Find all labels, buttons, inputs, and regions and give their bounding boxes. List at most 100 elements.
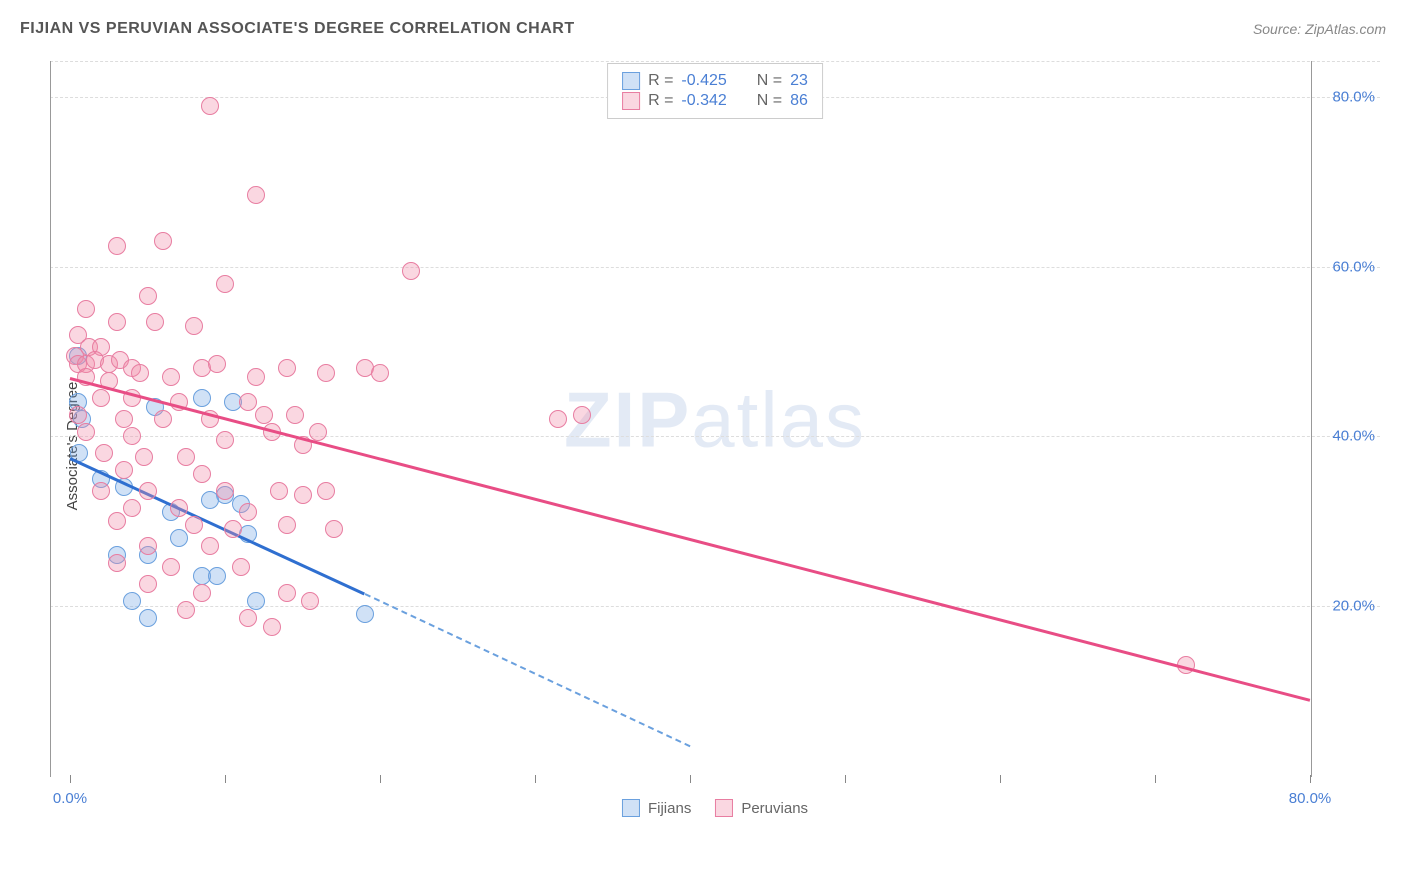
data-point-peruvians xyxy=(216,482,234,500)
chart-title: FIJIAN VS PERUVIAN ASSOCIATE'S DEGREE CO… xyxy=(20,20,575,38)
data-point-peruvians xyxy=(301,592,319,610)
legend-n-value: 86 xyxy=(790,92,808,110)
legend-swatch-fijians xyxy=(622,72,640,90)
data-point-peruvians xyxy=(108,512,126,530)
data-point-peruvians xyxy=(325,520,343,538)
data-point-peruvians xyxy=(92,482,110,500)
data-point-peruvians xyxy=(317,364,335,382)
trend-line xyxy=(70,377,1311,702)
data-point-peruvians xyxy=(123,427,141,445)
legend-n-prefix: N = xyxy=(757,92,782,110)
data-point-peruvians xyxy=(115,461,133,479)
data-point-fijians xyxy=(193,389,211,407)
x-tick xyxy=(1155,775,1156,783)
grid-line xyxy=(50,267,1380,268)
trend-line-extrapolated xyxy=(364,593,690,747)
chart-source: Source: ZipAtlas.com xyxy=(1253,21,1386,37)
data-point-peruvians xyxy=(108,237,126,255)
y-tick-label: 60.0% xyxy=(1332,258,1375,275)
legend-corr-row-fijians: R = -0.425N = 23 xyxy=(622,72,808,90)
data-point-fijians xyxy=(208,567,226,585)
data-point-peruvians xyxy=(95,444,113,462)
data-point-peruvians xyxy=(69,406,87,424)
data-point-peruvians xyxy=(286,406,304,424)
y-tick-label: 20.0% xyxy=(1332,597,1375,614)
x-tick xyxy=(845,775,846,783)
data-point-peruvians xyxy=(135,448,153,466)
source-name: ZipAtlas.com xyxy=(1305,21,1386,37)
data-point-fijians xyxy=(123,592,141,610)
legend-series-label: Fijians xyxy=(648,800,691,817)
data-point-fijians xyxy=(356,605,374,623)
data-point-peruvians xyxy=(216,275,234,293)
x-tick xyxy=(70,775,71,783)
legend-series: Fijians Peruvians xyxy=(622,799,808,817)
data-point-peruvians xyxy=(146,313,164,331)
data-point-peruvians xyxy=(216,431,234,449)
data-point-peruvians xyxy=(278,516,296,534)
data-point-peruvians xyxy=(139,287,157,305)
data-point-peruvians xyxy=(139,482,157,500)
y-tick-label: 80.0% xyxy=(1332,89,1375,106)
data-point-peruvians xyxy=(131,364,149,382)
source-prefix: Source: xyxy=(1253,21,1305,37)
legend-n-prefix: N = xyxy=(757,72,782,90)
data-point-peruvians xyxy=(77,423,95,441)
legend-r-value: -0.342 xyxy=(681,92,726,110)
legend-r-prefix: R = xyxy=(648,72,673,90)
data-point-peruvians xyxy=(154,410,172,428)
data-point-peruvians xyxy=(139,537,157,555)
chart-area: ZIPatlas 20.0%40.0%60.0%80.0%0.0%80.0% R… xyxy=(50,55,1380,815)
data-point-peruvians xyxy=(193,465,211,483)
data-point-peruvians xyxy=(170,499,188,517)
data-point-peruvians xyxy=(294,486,312,504)
data-point-peruvians xyxy=(108,554,126,572)
data-point-peruvians xyxy=(193,584,211,602)
x-tick xyxy=(535,775,536,783)
data-point-peruvians xyxy=(208,355,226,373)
data-point-peruvians xyxy=(232,558,250,576)
data-point-peruvians xyxy=(177,601,195,619)
data-point-peruvians xyxy=(185,516,203,534)
data-point-peruvians xyxy=(247,186,265,204)
data-point-peruvians xyxy=(270,482,288,500)
data-point-peruvians xyxy=(255,406,273,424)
x-tick xyxy=(1000,775,1001,783)
data-point-peruvians xyxy=(201,97,219,115)
data-point-peruvians xyxy=(549,410,567,428)
data-point-peruvians xyxy=(108,313,126,331)
x-tick xyxy=(380,775,381,783)
legend-corr-row-peruvians: R = -0.342 N = 86 xyxy=(622,92,808,110)
plot-surface: 20.0%40.0%60.0%80.0%0.0%80.0% xyxy=(50,55,1380,815)
data-point-peruvians xyxy=(263,618,281,636)
data-point-peruvians xyxy=(201,537,219,555)
grid-line xyxy=(50,436,1380,437)
legend-swatch-peruvians xyxy=(622,92,640,110)
data-point-fijians xyxy=(170,529,188,547)
data-point-peruvians xyxy=(573,406,591,424)
x-tick xyxy=(1310,775,1311,783)
x-tick-label: 0.0% xyxy=(53,790,87,807)
data-point-peruvians xyxy=(278,359,296,377)
data-point-peruvians xyxy=(77,300,95,318)
data-point-peruvians xyxy=(309,423,327,441)
legend-r-prefix: R = xyxy=(648,92,673,110)
x-tick-label: 80.0% xyxy=(1289,790,1332,807)
legend-n-value: 23 xyxy=(790,72,808,90)
legend-series-peruvians: Peruvians xyxy=(715,799,808,817)
data-point-fijians xyxy=(139,609,157,627)
legend-series-label: Peruvians xyxy=(741,800,808,817)
legend-correlation: R = -0.425N = 23R = -0.342N = 86 xyxy=(607,63,823,119)
data-point-peruvians xyxy=(402,262,420,280)
legend-swatch-fijians xyxy=(622,799,640,817)
x-tick xyxy=(690,775,691,783)
data-point-peruvians xyxy=(317,482,335,500)
data-point-peruvians xyxy=(154,232,172,250)
legend-swatch-peruvians xyxy=(715,799,733,817)
data-point-peruvians xyxy=(247,368,265,386)
data-point-peruvians xyxy=(239,609,257,627)
data-point-peruvians xyxy=(139,575,157,593)
legend-series-fijians: Fijians xyxy=(622,799,691,817)
y-axis-line-right xyxy=(1311,61,1312,777)
data-point-peruvians xyxy=(92,389,110,407)
